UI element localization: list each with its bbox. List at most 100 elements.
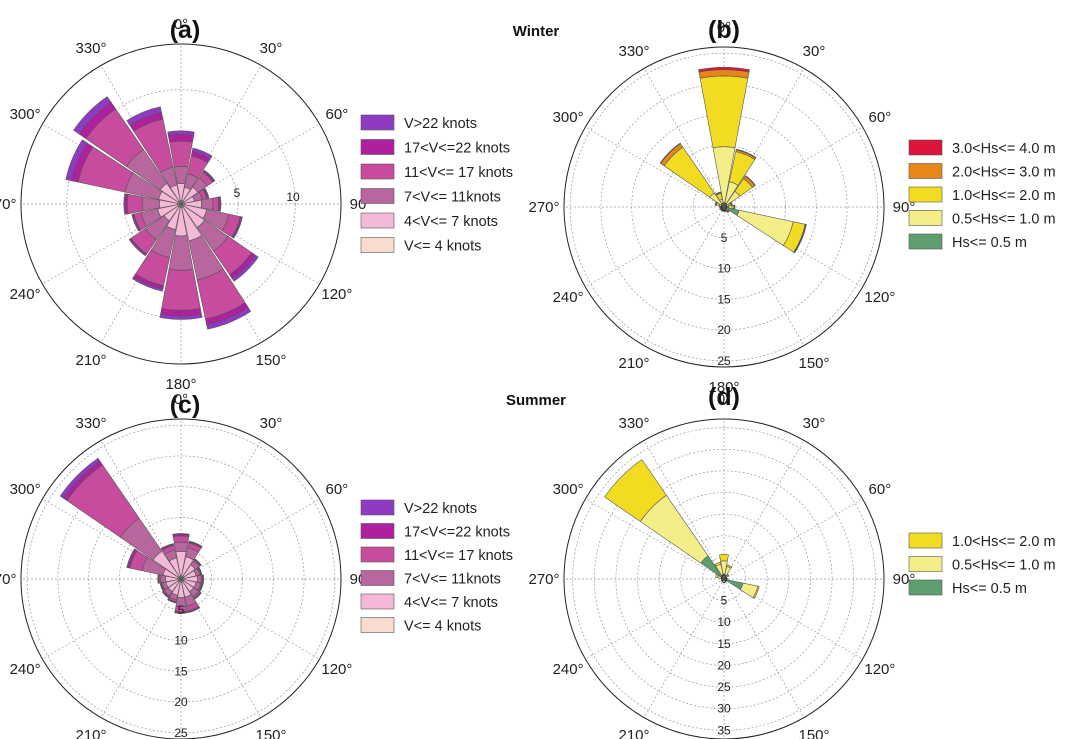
rose-wedge [123,193,127,215]
spoke-line [585,498,725,580]
angle-label: 270° [0,196,17,213]
legend: 1.0<Hs<= 2.0 m 0.5<Hs<= 1.0 m Hs<= 0.5 m [908,532,1056,597]
angle-label: 330° [618,415,649,432]
spoke-line [42,203,182,285]
rose-wedge [232,216,243,239]
angle-label: 120° [321,661,352,678]
angle-label: 150° [798,355,829,372]
angle-label: 60° [326,106,349,123]
ring-label: 25 [717,354,731,368]
legend-label: Hs<= 0.5 m [952,581,1027,597]
rose-wedge [726,564,733,569]
rose-wedge [698,67,750,73]
rose-wedge [157,574,159,584]
rose-wedge [194,558,202,566]
rose-wedge [726,573,730,577]
ring-tick-labels: 5 10 [234,186,300,204]
ring-label: 10 [717,262,731,276]
rose-wedge [735,148,757,159]
spoke-line [180,123,320,205]
angle-label: 330° [75,415,106,432]
angle-label: 240° [10,286,41,303]
ring-label: 5 [178,603,185,617]
outer-circle [563,418,885,739]
rose-panel-c: (c) 0°30°60°90°120°150°180°210°240°270°3… [0,391,513,739]
rose-wedge [218,196,222,212]
angle-label: 330° [618,43,649,60]
legend-swatch [908,163,943,179]
legend-label: 2.0<Hs<= 3.0 m [952,165,1056,181]
rose-wedges [59,457,205,614]
rose-wedge [203,169,216,182]
rose-wedge [126,106,162,126]
panel-label-c: (c) [170,391,201,419]
polar-grid [563,418,885,739]
legend-swatch [360,163,395,180]
rose-wedge [159,582,164,592]
legend-swatch [360,617,395,633]
rose-wedge [173,541,189,553]
angle-label: 300° [10,106,41,123]
angle-label: 30° [803,43,826,60]
rose-wedge [169,140,193,168]
angle-label: 150° [255,727,286,739]
ring-label: 35 [717,723,731,737]
rose-wedge [188,540,203,548]
angle-label: 270° [528,199,559,216]
ring-label: 0 [721,200,728,214]
spoke-line [100,203,182,343]
legend-swatch [908,233,943,250]
rose-wedge [172,533,190,536]
ring-gridline [572,427,876,731]
rose-wedge [231,254,259,282]
spoke-line [585,578,725,660]
angle-label: 150° [798,727,829,739]
rose-wedge [752,585,760,599]
ring-label: 0 [721,572,728,586]
rose-wedge [200,197,214,211]
rose-wedge [131,213,141,232]
rose-wedge [65,139,88,182]
angle-label: 210° [618,355,649,372]
legend-label: 1.0<Hs<= 2.0 m [952,188,1056,204]
legend-label: 0.5<Hs<= 1.0 m [952,212,1056,228]
legend-swatch [360,212,395,229]
ring-label: 5 [234,186,241,200]
angle-label: 300° [553,109,584,126]
legend-swatch [360,499,395,516]
ring-gridline [615,470,833,688]
rose-wedge [167,130,195,136]
angle-label: 0° [174,391,188,408]
angle-tick-labels: 0°30°60°90°120°150°180°210°240°270°300°3… [528,19,915,396]
legend-swatch [360,188,395,204]
ring-label: 10 [717,615,731,629]
ring-gridline [593,448,855,710]
angle-label: 330° [75,40,106,57]
rose-panel-a: (a) 0°30°60°90°120°150°180°210°240°270°3… [0,16,513,393]
spoke-line [180,203,262,343]
rose-wedge [126,193,144,215]
spoke-line [180,440,262,580]
angle-label: 210° [75,727,106,739]
rose-wedge [725,580,727,582]
angle-label: 210° [75,352,106,369]
ring-gridline [631,114,817,300]
spoke-line [100,65,182,205]
rose-wedges [604,459,760,599]
rose-wedge [191,147,213,160]
outer-circle [20,43,342,365]
spoke-line [585,126,725,208]
rose-wedges [65,96,259,330]
rose-wedge [194,592,202,600]
ring-label: 20 [174,695,188,709]
rose-wedge [160,574,167,584]
legend: V>22 knots 17<V<=22 knots 11<V<= 17 knots 7… [360,499,513,635]
legend-swatch [908,556,943,572]
ring-label: 15 [174,664,188,678]
angle-label: 240° [10,661,41,678]
ring-gridline [88,486,274,672]
spoke-line [585,206,725,288]
spoke-line [42,123,182,205]
ring-label: 10 [174,634,188,648]
spoke-line [723,578,863,660]
